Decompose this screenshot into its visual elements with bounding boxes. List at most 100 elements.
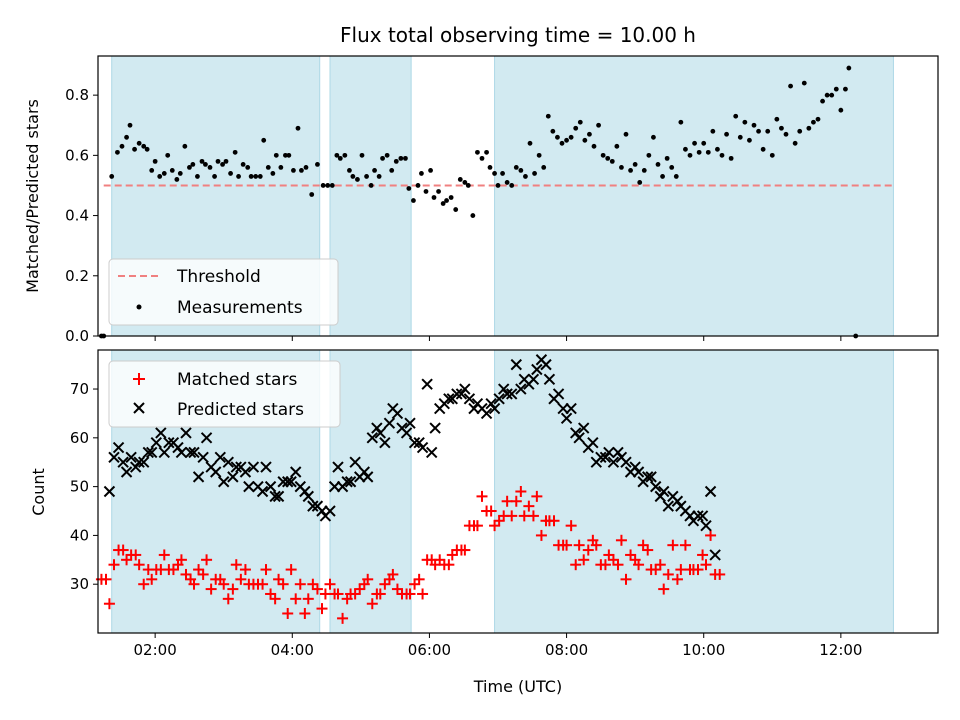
data-point [214,451,226,464]
data-point [515,383,527,395]
data-point [811,119,816,125]
data-point [671,573,683,585]
y-tick-label: 30 [70,575,89,593]
data-point [413,436,425,449]
data-point [459,544,471,556]
x-tick-label: 12:00 [819,641,862,659]
data-point [120,466,133,478]
data-point [792,140,798,146]
x-axis-label: Time (UTC) [473,677,562,696]
data-point [372,168,377,173]
data-point [374,588,386,600]
data-point [620,456,632,468]
data-point [349,456,361,468]
data-point [641,168,647,173]
data-point [172,441,184,454]
data-point [278,164,284,170]
data-point [495,183,501,188]
data-point [664,155,670,161]
data-point [683,146,688,152]
data-point [247,461,260,473]
data-point [493,393,505,405]
data-point [628,168,633,173]
data-point [248,174,254,179]
data-point [619,164,624,170]
data-point [291,168,296,173]
top-legend-box [108,258,339,326]
data-point [783,131,789,137]
data-point [270,171,276,176]
data-point [165,152,171,158]
data-point [230,559,242,571]
data-point [103,485,116,498]
data-point [590,539,602,551]
data-point [673,174,679,179]
data-point [620,573,632,585]
data-point [325,183,331,188]
data-point [541,164,547,170]
data-point [212,174,217,179]
data-point [591,143,597,149]
predicted-legend-label: Predicted stars [177,400,304,420]
data-point [523,500,535,512]
data-point [190,161,196,167]
data-point [100,573,112,585]
data-point [536,152,542,158]
data-point [555,134,560,140]
data-point [203,161,208,167]
data-point [701,140,707,146]
data-point [710,128,716,134]
data-point [565,520,577,532]
top-legend: Threshold Measurements [108,258,339,326]
data-point [704,485,717,498]
bottom-y-axis-label: Count [29,468,48,516]
data-point [324,578,336,590]
data-point [662,568,674,580]
data-point [788,83,793,89]
data-point [500,171,505,176]
data-point [747,137,752,143]
data-point [337,612,349,624]
data-point [548,515,560,527]
data-point [149,168,155,173]
data-point [655,161,661,167]
data-point [423,189,429,194]
data-point [692,510,704,522]
data-point [290,466,302,478]
data-point [510,495,522,507]
data-point [545,113,551,119]
data-point [228,171,233,176]
data-point [415,183,421,188]
data-point [506,510,518,522]
data-point [471,520,483,532]
data-point [623,131,629,137]
data-point [282,476,294,488]
data-point [565,402,577,415]
data-point [264,480,277,493]
data-point [527,373,540,385]
data-point [774,116,780,122]
data-point [737,134,743,140]
data-point [607,456,620,468]
data-point [416,441,429,454]
data-point [515,486,527,497]
data-point [112,441,125,454]
data-point [527,140,533,146]
data-point [188,446,200,459]
data-point [645,471,657,483]
matched-legend-swatch [133,373,145,385]
data-point [387,568,399,580]
data-point [158,549,170,561]
data-point [600,152,606,158]
data-point [756,128,761,134]
data-point [157,174,163,179]
data-point [650,480,662,493]
data-point [696,149,702,155]
data-point [117,456,129,468]
data-point [320,183,326,188]
data-point [824,92,830,98]
data-point [302,593,314,605]
data-point [658,583,670,595]
data-point [582,137,588,143]
data-point [578,422,590,434]
